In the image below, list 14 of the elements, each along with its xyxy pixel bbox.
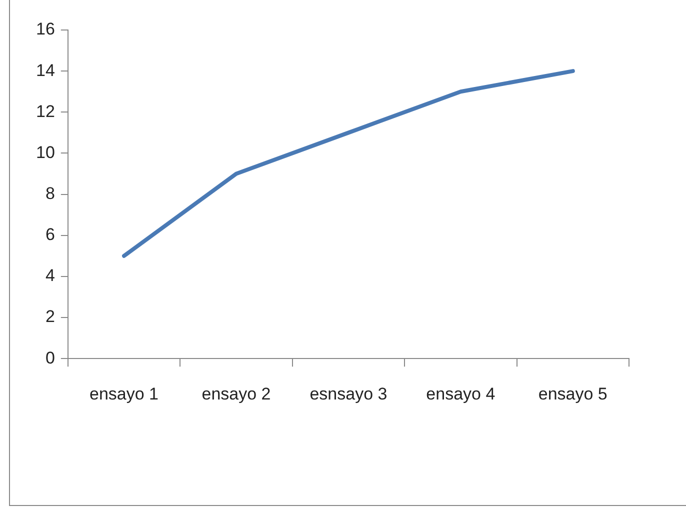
y-tick-label: 10 [36,142,55,162]
y-tick-label: 0 [45,348,55,368]
x-tick-label: ensayo 5 [538,384,608,404]
x-tick-label: ensayo 4 [426,384,496,404]
y-tick-label: 4 [45,266,55,286]
x-tick-label: ensayo 1 [90,384,159,404]
y-tick-label: 8 [45,184,55,203]
y-tick-label: 16 [36,20,55,39]
y-tick-label: 2 [45,307,55,326]
y-tick-label: 12 [36,102,55,121]
x-tick-label: ensayo 2 [202,384,271,404]
x-tick-label: esnsayo 3 [310,384,388,404]
y-tick-label: 14 [36,60,55,80]
y-tick-label: 6 [45,225,55,244]
